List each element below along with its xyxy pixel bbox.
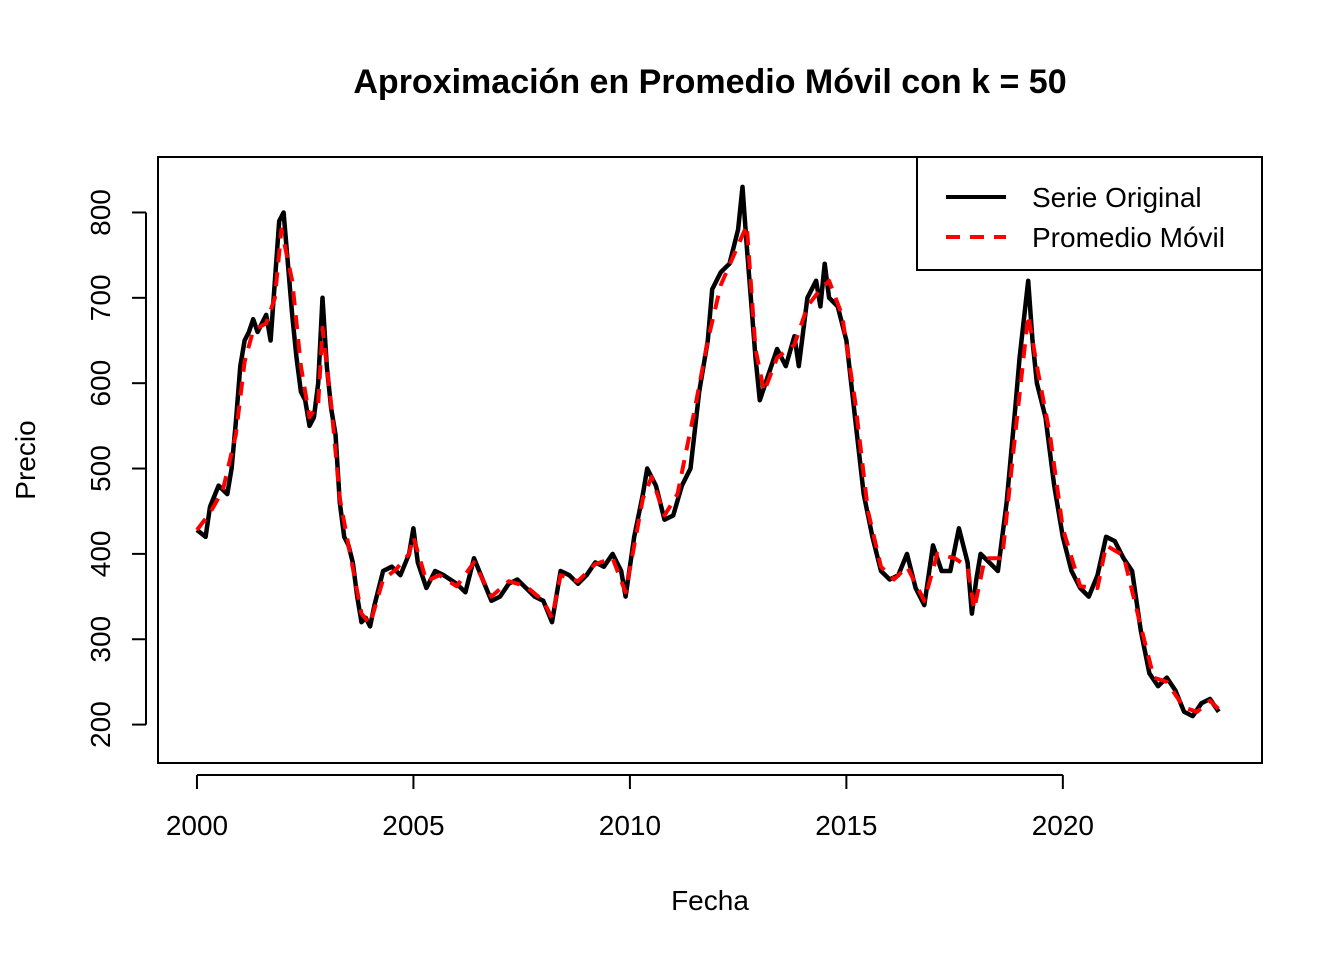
y-tick-label: 400	[85, 531, 116, 578]
x-axis-label: Fecha	[671, 885, 749, 916]
x-axis: 2000 2005 2010 2015 2020	[166, 774, 1094, 841]
y-tick-label: 300	[85, 616, 116, 663]
plot-area	[195, 184, 1221, 719]
series-line-moving-average	[195, 223, 1221, 714]
x-tick-label: 2010	[599, 810, 661, 841]
legend-label-original: Serie Original	[1032, 182, 1202, 213]
series-line-original	[195, 184, 1221, 719]
y-tick-label: 800	[85, 189, 116, 236]
y-tick-label: 700	[85, 274, 116, 321]
plot-frame	[157, 156, 1263, 764]
legend-label-moving-average: Promedio Móvil	[1032, 222, 1225, 253]
y-tick-label: 600	[85, 360, 116, 407]
legend-box	[916, 156, 1263, 271]
x-tick-label: 2005	[382, 810, 444, 841]
x-tick-label: 2020	[1032, 810, 1094, 841]
y-tick-label: 200	[85, 701, 116, 748]
chart-title: Aproximación en Promedio Móvil con k = 5…	[353, 63, 1066, 101]
legend: Serie Original Promedio Móvil	[916, 156, 1263, 271]
x-tick-label: 2000	[166, 810, 228, 841]
x-tick-label: 2015	[815, 810, 877, 841]
y-axis: 200 300 400 500 600 700 800	[85, 189, 147, 748]
y-axis-label: Precio	[10, 420, 41, 499]
y-tick-label: 500	[85, 445, 116, 492]
